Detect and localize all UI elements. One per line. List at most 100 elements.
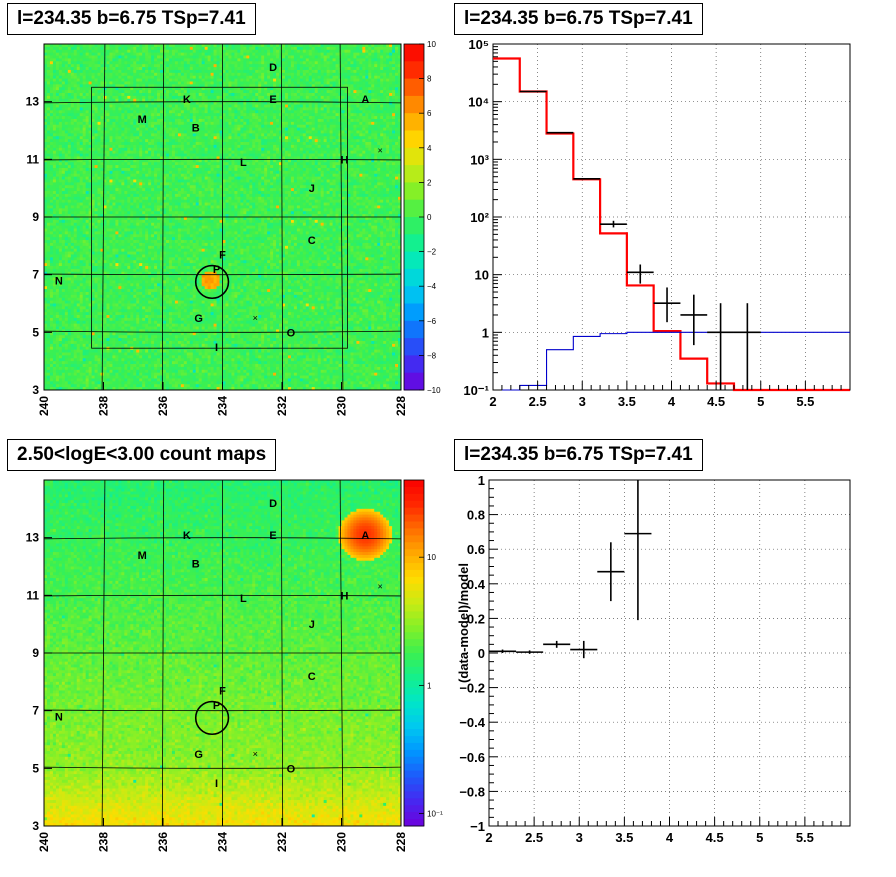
residual-map-pixel [341,142,345,146]
residual-map-pixel [371,104,375,108]
residual-map-pixel [210,46,214,51]
residual-map-pixel [142,127,146,131]
residual-map-pixel [183,107,188,111]
residual-map-pixel [151,101,155,105]
residual-map-pixel [356,153,360,157]
residual-map-pixel [109,72,113,77]
residual-map-pixel [302,144,307,149]
residual-map-pixel [383,44,387,48]
residual-map-pixel [377,72,381,77]
residual-map-pixel [127,58,131,62]
residual-map-pixel [121,67,125,71]
residual-map-pixel [165,81,170,85]
residual-map-pixel [359,98,363,103]
residual-map-pixel [148,58,152,62]
residual-map-pixel [64,113,69,117]
residual-map-pixel [240,52,244,56]
residual-map-pixel [246,90,250,94]
residual-map-pixel [67,107,72,111]
residual-map-pixel [386,81,390,85]
residual-map-pixel [383,55,387,59]
residual-map-pixel [371,98,375,103]
residual-map-pixel [160,144,164,149]
residual-map-pixel [267,78,271,82]
residual-map-pixel [329,144,333,149]
residual-map-pixel [231,156,235,160]
residual-map-pixel [332,133,336,137]
residual-map-pixel [91,113,95,117]
residual-map-pixel [52,81,57,85]
residual-map-pixel [365,139,369,143]
residual-map-pixel [293,84,298,88]
residual-map-pixel [353,130,357,134]
residual-map-pixel [127,64,131,68]
residual-map-pixel [359,93,363,97]
residual-map-pixel [249,46,253,51]
residual-map-pixel [350,67,354,71]
residual-map-pixel [148,156,152,160]
residual-map-pixel [46,58,51,62]
residual-map-pixel [73,118,78,123]
residual-map-pixel [290,81,295,85]
residual-map-pixel [276,133,280,137]
residual-map-pixel [94,150,98,154]
residual-map-pixel [356,72,360,77]
residual-map-pixel [70,110,75,114]
residual-map-pixel [55,156,60,160]
residual-map-pixel [282,67,286,71]
residual-map-pixel [130,69,134,74]
residual-map-pixel [398,98,402,103]
residual-map-pixel [49,81,54,85]
residual-map-pixel [299,118,304,123]
residual-map-pixel [52,87,57,91]
residual-map-pixel [130,52,134,56]
residual-map-pixel [163,75,167,79]
residual-map-pixel [290,144,295,149]
residual-map-pixel [383,139,387,143]
residual-map-pixel [276,118,280,123]
residual-map-pixel [195,139,200,143]
residual-map-pixel [353,69,357,74]
residual-map-pixel [264,124,268,129]
residual-map-pixel [255,55,259,59]
residual-map-pixel [46,150,51,154]
residual-map-pixel [386,84,390,88]
residual-map-pixel [49,162,54,166]
residual-map-pixel [180,78,185,82]
residual-map-pixel [154,84,158,88]
residual-map-pixel [139,44,143,48]
residual-map-pixel [49,52,54,56]
residual-map-pixel [249,147,253,152]
residual-map-pixel [142,90,146,94]
residual-map-pixel [133,61,137,65]
residual-map-pixel [118,81,122,85]
residual-map-pixel [308,87,313,91]
residual-map-pixel [326,55,331,59]
residual-map-pixel [261,124,265,129]
residual-map-pixel [362,156,366,160]
residual-map-pixel [359,116,363,120]
residual-map-pixel [240,75,244,79]
residual-map-pixel [240,104,244,108]
residual-map-pixel [255,46,259,51]
residual-map-pixel [88,156,93,160]
residual-map-pixel [267,75,271,79]
residual-map-pixel [246,46,250,51]
residual-map-pixel [323,55,328,59]
residual-map-pixel [180,72,185,77]
residual-map-pixel [368,144,372,149]
residual-map-pixel [106,55,110,59]
residual-map-pixel [308,104,313,108]
residual-map-pixel [91,136,95,140]
residual-map-pixel [368,104,372,108]
residual-map-pixel [353,144,357,149]
residual-map-pixel [171,110,176,114]
residual-map-pixel [91,44,95,48]
residual-map-pixel [350,133,354,137]
residual-map-pixel [171,142,176,146]
residual-map-pixel [365,81,369,85]
residual-map-pixel [142,133,146,137]
residual-map-pixel [314,130,319,134]
residual-map-pixel [94,142,98,146]
